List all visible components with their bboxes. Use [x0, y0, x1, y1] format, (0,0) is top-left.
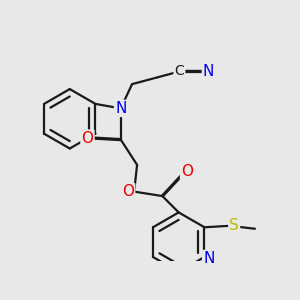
Text: O: O [181, 164, 193, 179]
Text: O: O [122, 184, 134, 199]
Text: S: S [229, 218, 239, 233]
Text: C: C [175, 64, 184, 79]
Text: N: N [203, 64, 214, 79]
Text: N: N [115, 101, 126, 116]
Text: O: O [82, 130, 94, 146]
Text: N: N [203, 251, 214, 266]
